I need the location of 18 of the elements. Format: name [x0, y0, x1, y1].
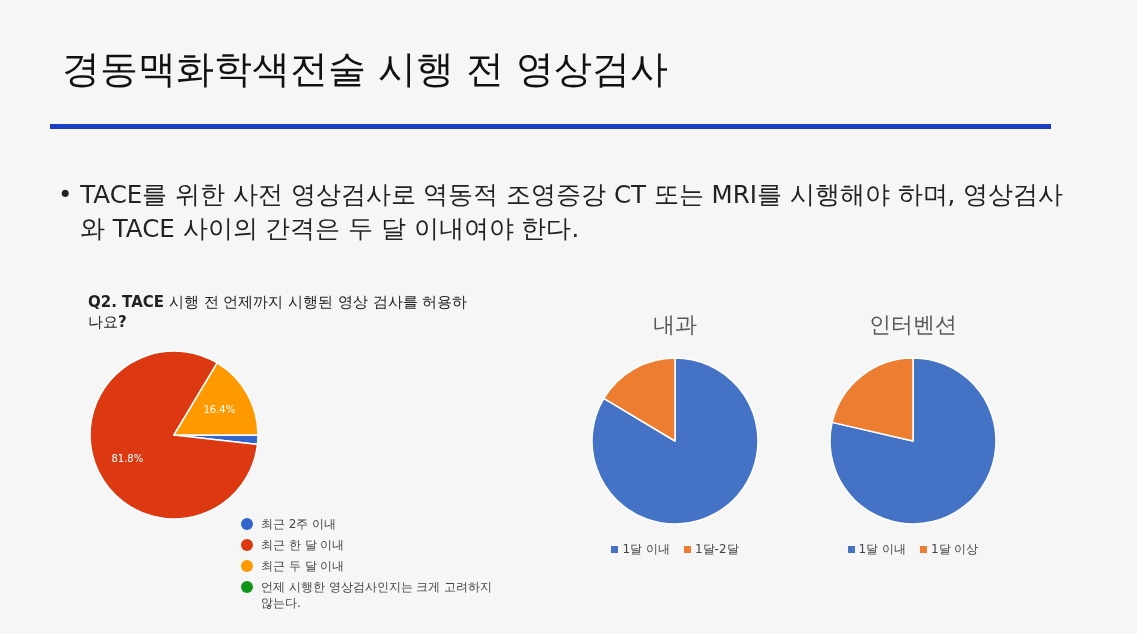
data-label: 81.8%	[111, 453, 144, 465]
legend-label: 1달 이내	[622, 542, 670, 556]
legend-label: 1달 이내	[858, 542, 906, 556]
text: 경동맥화학색전술 시행 전 영상검사	[62, 46, 669, 93]
pie-slice	[89, 350, 259, 520]
chart-title: 내과	[652, 311, 698, 339]
data-label: 16.4%	[203, 404, 236, 416]
chart-title: Q2. TACE 시행 전 언제까지 시행된 영상 검사를 허용하나요?	[88, 293, 468, 332]
legend-label: 언제 시행한 영상검사인지는 크게 고려하지 않는다.	[261, 580, 493, 610]
legend-label: 1달 이상	[931, 542, 979, 556]
legend-label: 최근 두 달 이내	[261, 559, 345, 573]
legend-label: 최근 2주 이내	[261, 517, 337, 531]
pie-slice	[591, 357, 759, 525]
text: • TACE를 위한 사전 영상검사로 역동적 조영증강 CT 또는 MRI를 시행해야 하며, 영상검사와 TACE 사이의 간격은 두 달 이내여야 한다.	[58, 179, 1065, 245]
legend-label: 1달-2달	[694, 542, 739, 556]
legend-label: 최근 한 달 이내	[261, 538, 345, 552]
chart-title: 인터벤션	[868, 311, 958, 339]
pie-slice	[829, 357, 997, 525]
